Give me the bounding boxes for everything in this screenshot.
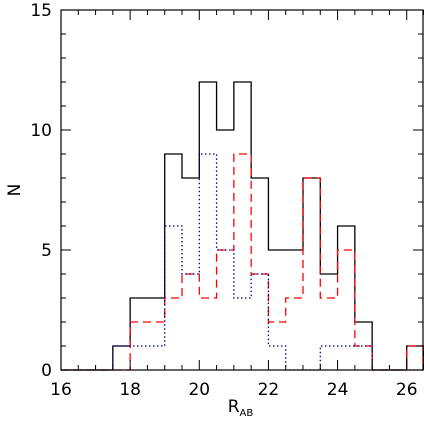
x-tick-label: 16 xyxy=(50,380,72,400)
y-tick-label: 15 xyxy=(30,1,52,21)
plot-frame xyxy=(60,9,424,371)
histogram-series-solid xyxy=(61,81,424,371)
x-tick-label: 20 xyxy=(188,380,210,400)
ticks-layer xyxy=(60,9,424,371)
y-tick-label: 10 xyxy=(30,121,52,141)
x-axis-label: RAB xyxy=(228,397,254,419)
histogram-series-dashed xyxy=(61,153,424,371)
x-tick-label: 24 xyxy=(327,380,349,400)
x-axis-label-main: R xyxy=(228,397,240,417)
x-axis-label-subscript: AB xyxy=(240,408,254,419)
tick-labels: 16 18 20 22 24 26 0 5 10 15 xyxy=(30,1,417,400)
series-layer xyxy=(61,81,424,371)
x-tick-label: 26 xyxy=(396,380,418,400)
y-axis-label: N xyxy=(5,184,25,197)
y-tick-label: 0 xyxy=(41,361,52,381)
histogram-series-dotted xyxy=(61,153,424,371)
x-tick-label: 22 xyxy=(258,380,280,400)
x-tick-label: 18 xyxy=(119,380,141,400)
y-tick-label: 5 xyxy=(41,241,52,261)
